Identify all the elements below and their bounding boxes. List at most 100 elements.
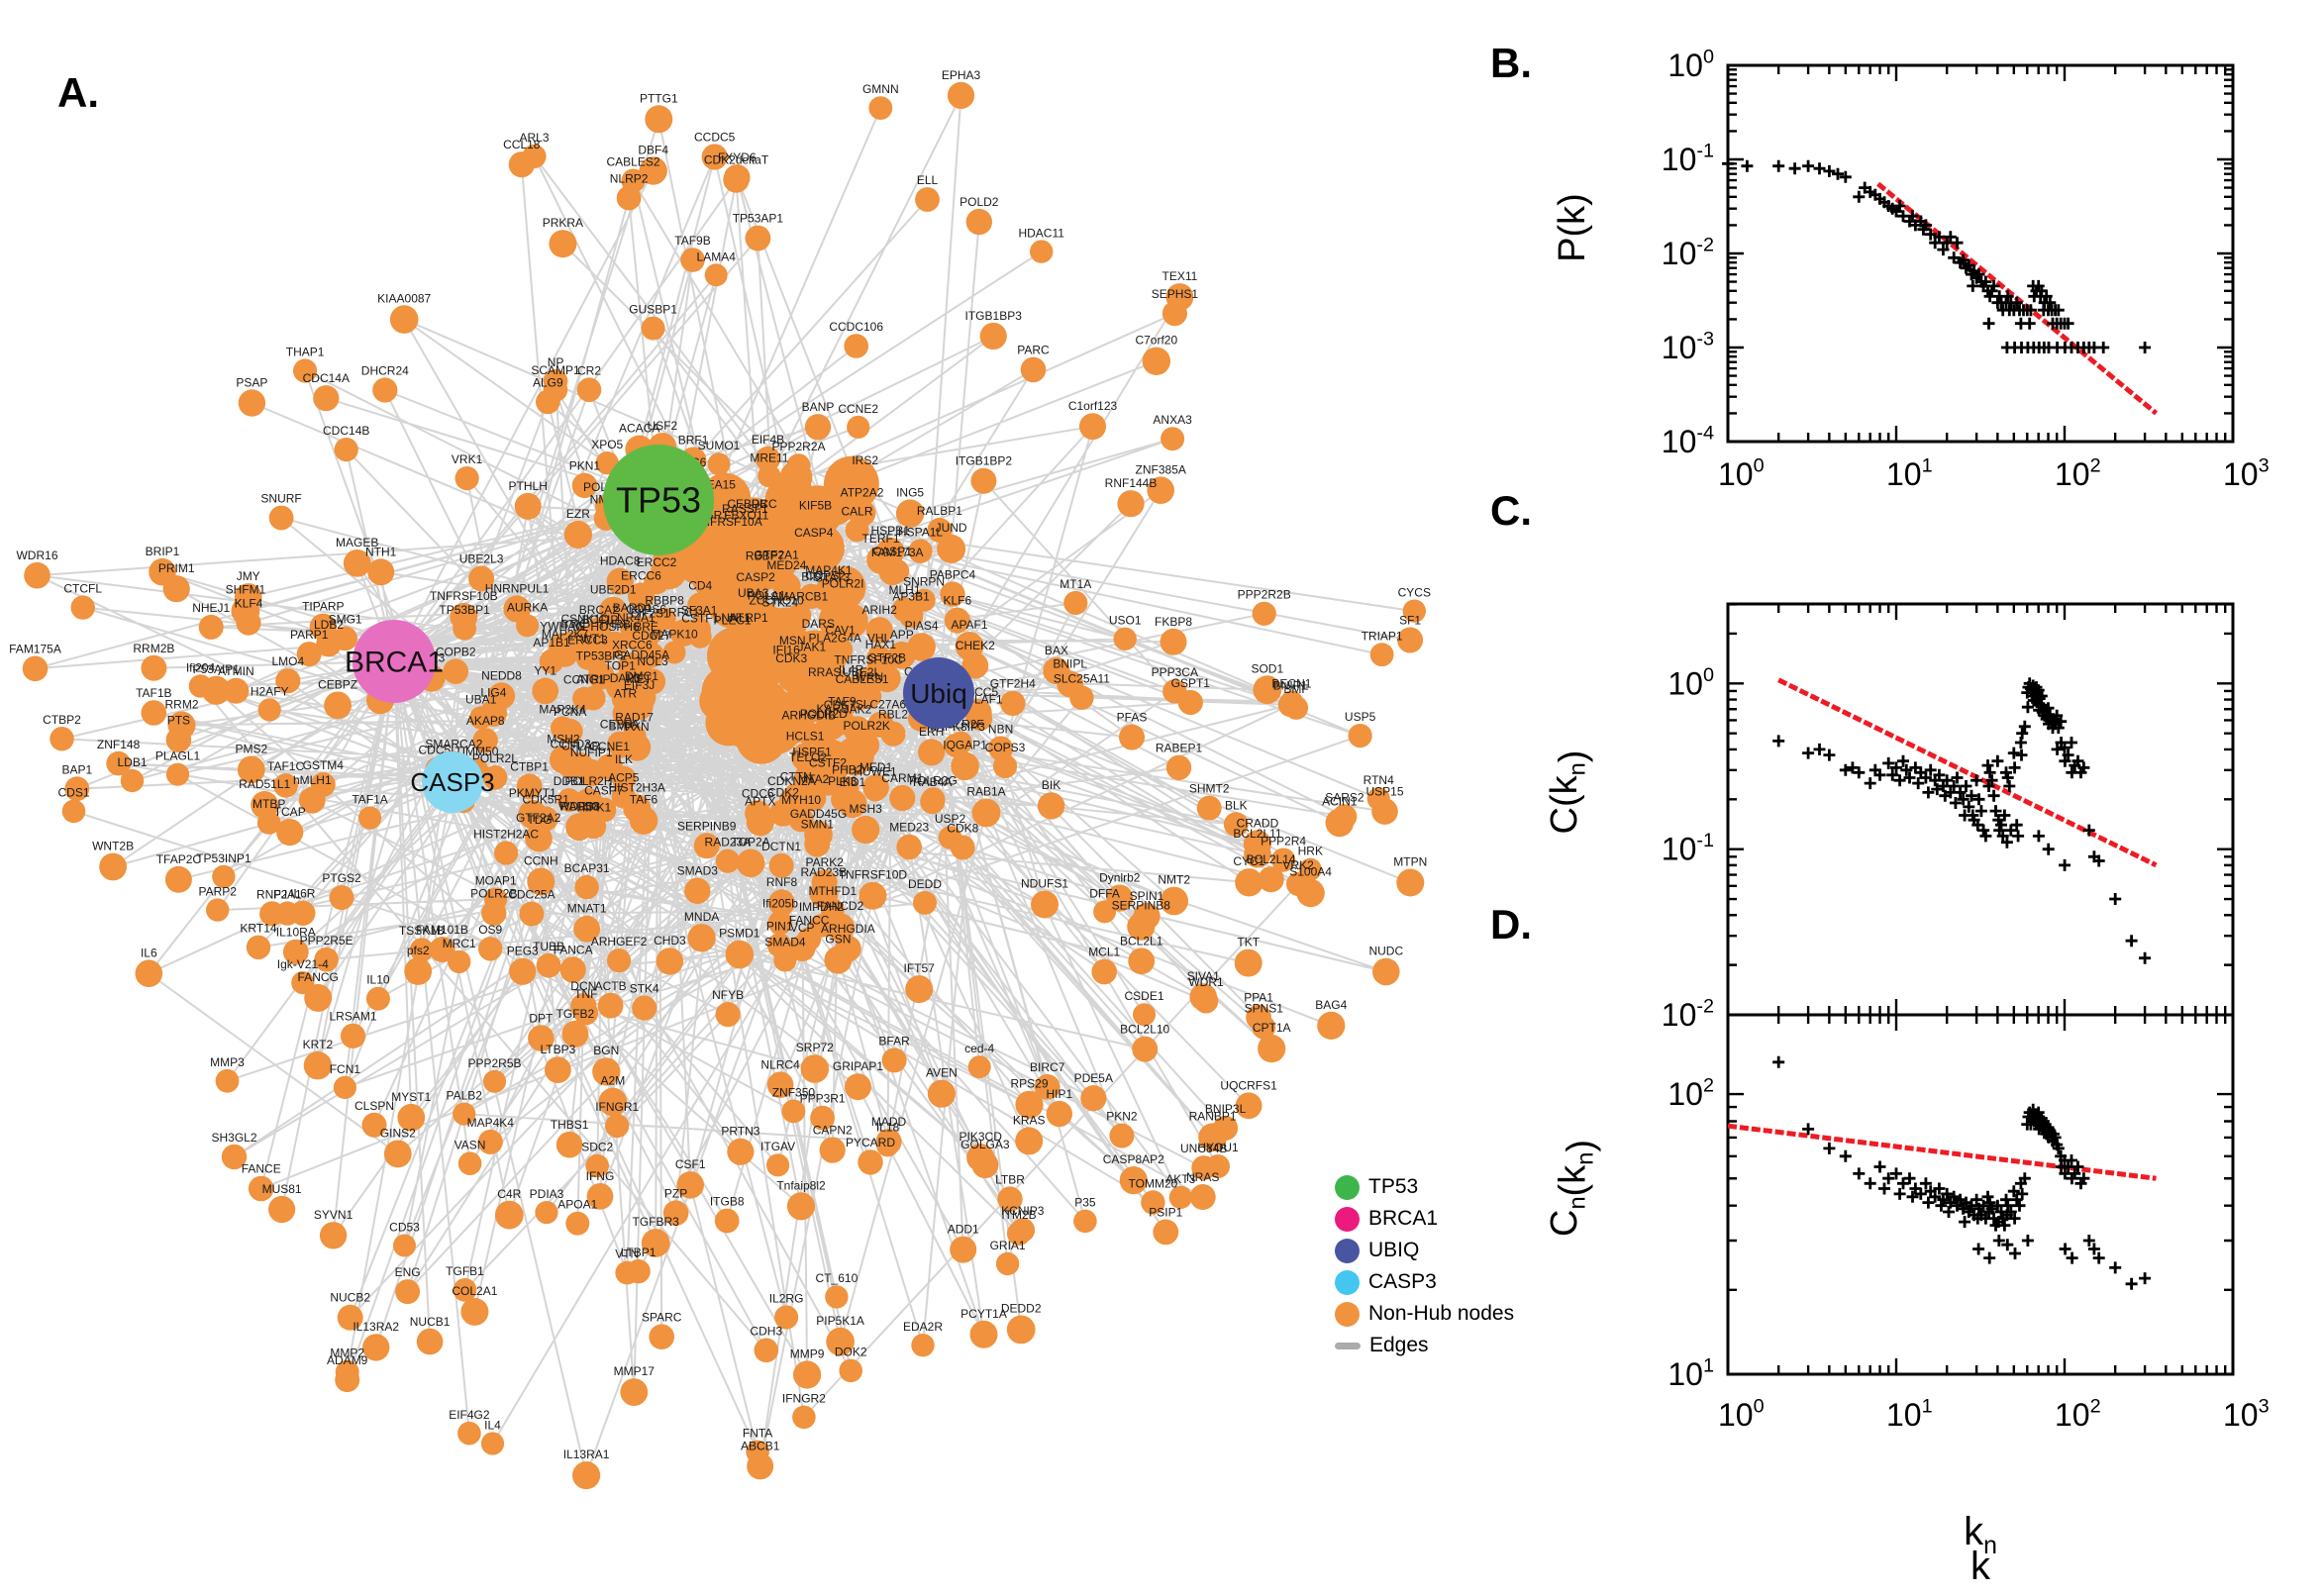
network-node-label: SDC2 (581, 1141, 613, 1154)
network-node (858, 1149, 883, 1175)
network-node (527, 826, 553, 852)
network-node-label: PKMYT1 (509, 786, 556, 800)
network-node-label: HIST2H2AC (473, 828, 539, 842)
network-node-label: VCP (790, 921, 815, 935)
network-node-label: MPHOSPH6 (572, 620, 640, 634)
legend-item-ubiq: UBIQ (1335, 1235, 1514, 1266)
network-node (680, 248, 705, 272)
network-node-label: CASP7 (584, 783, 624, 797)
network-node (293, 358, 318, 383)
network-node-label: CAPN2 (813, 1124, 853, 1138)
network-node-label: USP15 (1365, 784, 1403, 798)
network-node-label: ENG (395, 1265, 421, 1279)
network-node (620, 1378, 649, 1406)
network-node (598, 1087, 628, 1117)
network-node-label: CCNE2 (838, 402, 878, 416)
network-node-label: PPP2R4 (1261, 835, 1306, 848)
network-node-label: MMP3 (210, 1055, 245, 1069)
network-node-label: ALG9 (533, 376, 563, 390)
network-node (969, 1320, 998, 1348)
network-node-label: BCL2L10 (1120, 1023, 1169, 1037)
network-node-label: PALB2 (446, 1088, 482, 1102)
ubiq-swatch (1335, 1238, 1360, 1263)
network-node (768, 889, 795, 917)
panel-a-label: A. (57, 69, 99, 116)
network-node-label: CPT1A (1253, 1021, 1291, 1035)
network-node (1198, 1123, 1227, 1152)
network-node (778, 664, 805, 692)
network-node-label: NBN (988, 723, 1013, 737)
network-node (574, 874, 599, 900)
panel-b-label: B. (1490, 40, 1532, 86)
network-node-label: SMG1 (329, 612, 362, 626)
network-node-label: CTBP2 (43, 713, 81, 727)
network-node-label: RAB4A (913, 775, 952, 789)
network-node (1117, 490, 1145, 518)
network-node-label: ZNF350 (772, 1086, 816, 1100)
network-node-label: CRADD (1237, 816, 1279, 830)
network-node-label: ANXA3 (1153, 413, 1192, 427)
network-node-label: UBA1 (465, 692, 497, 706)
tick-label: 10-1 (1662, 141, 1714, 177)
network-node (50, 727, 74, 751)
network-node (416, 1328, 444, 1355)
network-node-label: HNRNPUL1 (485, 581, 550, 595)
network-node (457, 1421, 481, 1446)
network-node (724, 164, 751, 191)
network-node (804, 831, 831, 857)
network-node-label: SERPINB8 (1112, 899, 1171, 913)
network-node-label: ERCC3 (567, 633, 608, 647)
network-node-label: CTBP1 (510, 759, 549, 773)
network-node-label: PABPC4 (930, 567, 976, 581)
network-node-label: NLRP1 (730, 611, 768, 625)
network-node-label: SEPHS1 (1152, 287, 1199, 301)
network-node-label: NLRP2 (610, 172, 649, 186)
network-node-label: VRK1 (452, 452, 483, 466)
hub-node-casp3 (422, 751, 483, 813)
network-node-label: POLA1 (748, 589, 786, 603)
network-node-label: KIF5B (799, 499, 832, 513)
network-node (335, 1359, 359, 1384)
network-node (1147, 476, 1174, 505)
network-node (1030, 240, 1054, 263)
network-node-label: WDR33 (558, 799, 600, 813)
network-node-label: DCN (570, 979, 596, 993)
network-node (248, 1175, 274, 1202)
network-node-label: EIF4B (752, 433, 784, 447)
network-node (938, 826, 962, 849)
network-node-label: hMLH1 (293, 773, 332, 787)
network-node-label: SIVA1 (1187, 969, 1220, 983)
network-node (234, 583, 262, 611)
network-node-label: BECN1 (1271, 676, 1311, 690)
network-node-label: BRIP1 (146, 545, 180, 558)
network-node-label: MAP2K7 (542, 628, 589, 642)
network-node-label: IFT57 (904, 961, 936, 975)
network-node-label: UBE2D1 (590, 583, 637, 597)
network-node (273, 773, 298, 798)
network-node (797, 722, 821, 746)
network-node (367, 558, 395, 586)
network-node (1006, 1315, 1036, 1345)
network-node-label: MYH10 (781, 793, 821, 807)
network-node-label: BARD1 (613, 601, 653, 615)
network-node-label: PRIM1 (158, 561, 195, 575)
network-node-label: VRK2 (1282, 858, 1314, 872)
network-node-label: NTH1 (365, 545, 397, 558)
network-node-label: POLD2 (960, 195, 999, 209)
network-node (468, 565, 495, 592)
network-node (1069, 685, 1094, 710)
network-node-label: PYCARD (846, 1136, 895, 1149)
network-node-label: FXYD6 (718, 150, 757, 164)
network-node (715, 848, 741, 873)
legend-label: Edges (1369, 1334, 1429, 1356)
network-node (858, 881, 887, 910)
network-node-label: CDC14B (323, 424, 369, 438)
network-node (482, 765, 508, 790)
network-node (780, 648, 805, 672)
network-node (766, 933, 792, 957)
network-node-label: CSTF2 (809, 756, 847, 770)
network-node-label: ERCC2 (637, 555, 677, 569)
network-node-label: SHMT2 (1189, 782, 1230, 796)
network-node (519, 901, 545, 927)
network-node (508, 151, 535, 178)
